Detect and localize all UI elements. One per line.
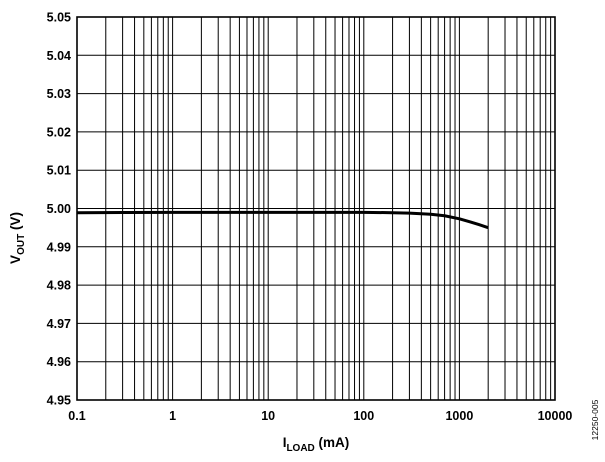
y-tick-label: 5.01 xyxy=(47,164,71,178)
y-tick-label: 4.98 xyxy=(47,279,71,293)
y-tick-label: 4.96 xyxy=(47,355,71,369)
grid-lines xyxy=(76,16,555,401)
x-tick-label: 1000 xyxy=(445,409,473,423)
x-tick-label: 10000 xyxy=(538,409,573,423)
x-axis-title: ILOAD (mA) xyxy=(283,435,350,454)
x-tick-label: 0.1 xyxy=(68,409,85,423)
x-tick-label: 100 xyxy=(353,409,374,423)
y-tick-label: 4.95 xyxy=(47,394,71,408)
y-tick-label: 5.05 xyxy=(47,11,71,25)
x-tick-label: 10 xyxy=(261,409,275,423)
series-layer xyxy=(76,210,489,230)
y-tick-label: 5.02 xyxy=(47,125,71,139)
y-axis-title: VOUT (V) xyxy=(8,212,27,264)
y-tick-label: 5.03 xyxy=(47,87,71,101)
x-tick-label: 1 xyxy=(169,409,176,423)
series-line xyxy=(76,210,489,230)
y-tick-label: 4.99 xyxy=(47,240,71,254)
x-tick-labels: 0.1 1 10 100 1000 10000 xyxy=(68,409,572,423)
y-tick-label: 4.97 xyxy=(47,317,71,331)
y-tick-labels: 4.95 4.96 4.97 4.98 4.99 5.00 5.01 5.02 5.03 5.04… xyxy=(47,11,71,408)
plot-frame xyxy=(76,16,556,401)
figure-id: 12250-005 xyxy=(590,399,600,440)
y-tick-label: 5.00 xyxy=(47,202,71,216)
y-tick-label: 5.04 xyxy=(47,49,71,63)
